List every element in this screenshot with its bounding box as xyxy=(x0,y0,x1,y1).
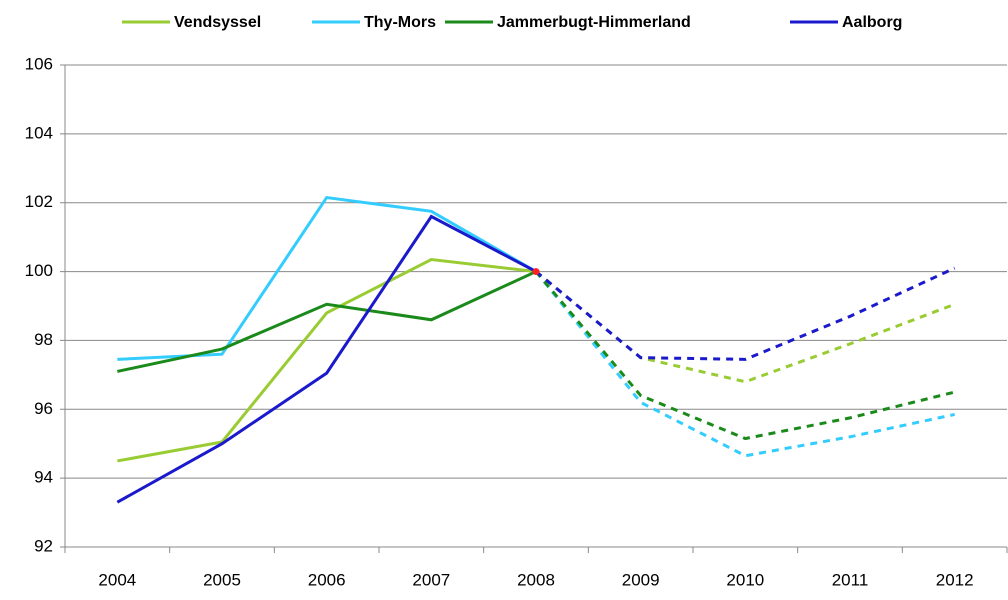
line xyxy=(116,214,537,504)
line-dashed xyxy=(534,270,955,458)
highlight-point xyxy=(532,268,540,276)
legend-label: Thy-Mors xyxy=(364,14,436,31)
y-tick-label: 92 xyxy=(34,536,53,555)
y-tick-label: 102 xyxy=(25,192,53,211)
y-tick-label: 104 xyxy=(25,123,53,142)
legend-label: Aalborg xyxy=(842,14,902,31)
x-tick-label: 2008 xyxy=(517,570,555,589)
y-tick-label: 98 xyxy=(34,330,53,349)
x-tick-label: 2011 xyxy=(832,570,869,589)
x-tick-label: 2006 xyxy=(308,570,346,589)
legend-label: Jammerbugt-Himmerland xyxy=(497,14,691,31)
y-tick-label: 94 xyxy=(34,468,53,487)
x-tick-label: 2004 xyxy=(98,570,136,589)
y-tick-label: 106 xyxy=(25,54,53,73)
line-dashed xyxy=(534,270,956,441)
x-tick-label: 2005 xyxy=(203,570,241,589)
line xyxy=(117,257,537,463)
legend-label: Vendsyssel xyxy=(174,14,261,31)
y-tick-label: 96 xyxy=(34,399,53,418)
line xyxy=(117,270,537,373)
x-tick-label: 2007 xyxy=(412,570,450,589)
line-dashed xyxy=(535,266,956,361)
line-dashed xyxy=(535,270,956,384)
y-tick-label: 100 xyxy=(25,261,53,280)
x-tick-label: 2012 xyxy=(936,570,974,589)
line xyxy=(117,195,537,361)
x-tick-label: 2010 xyxy=(726,570,764,589)
x-tick-label: 2009 xyxy=(622,570,660,589)
